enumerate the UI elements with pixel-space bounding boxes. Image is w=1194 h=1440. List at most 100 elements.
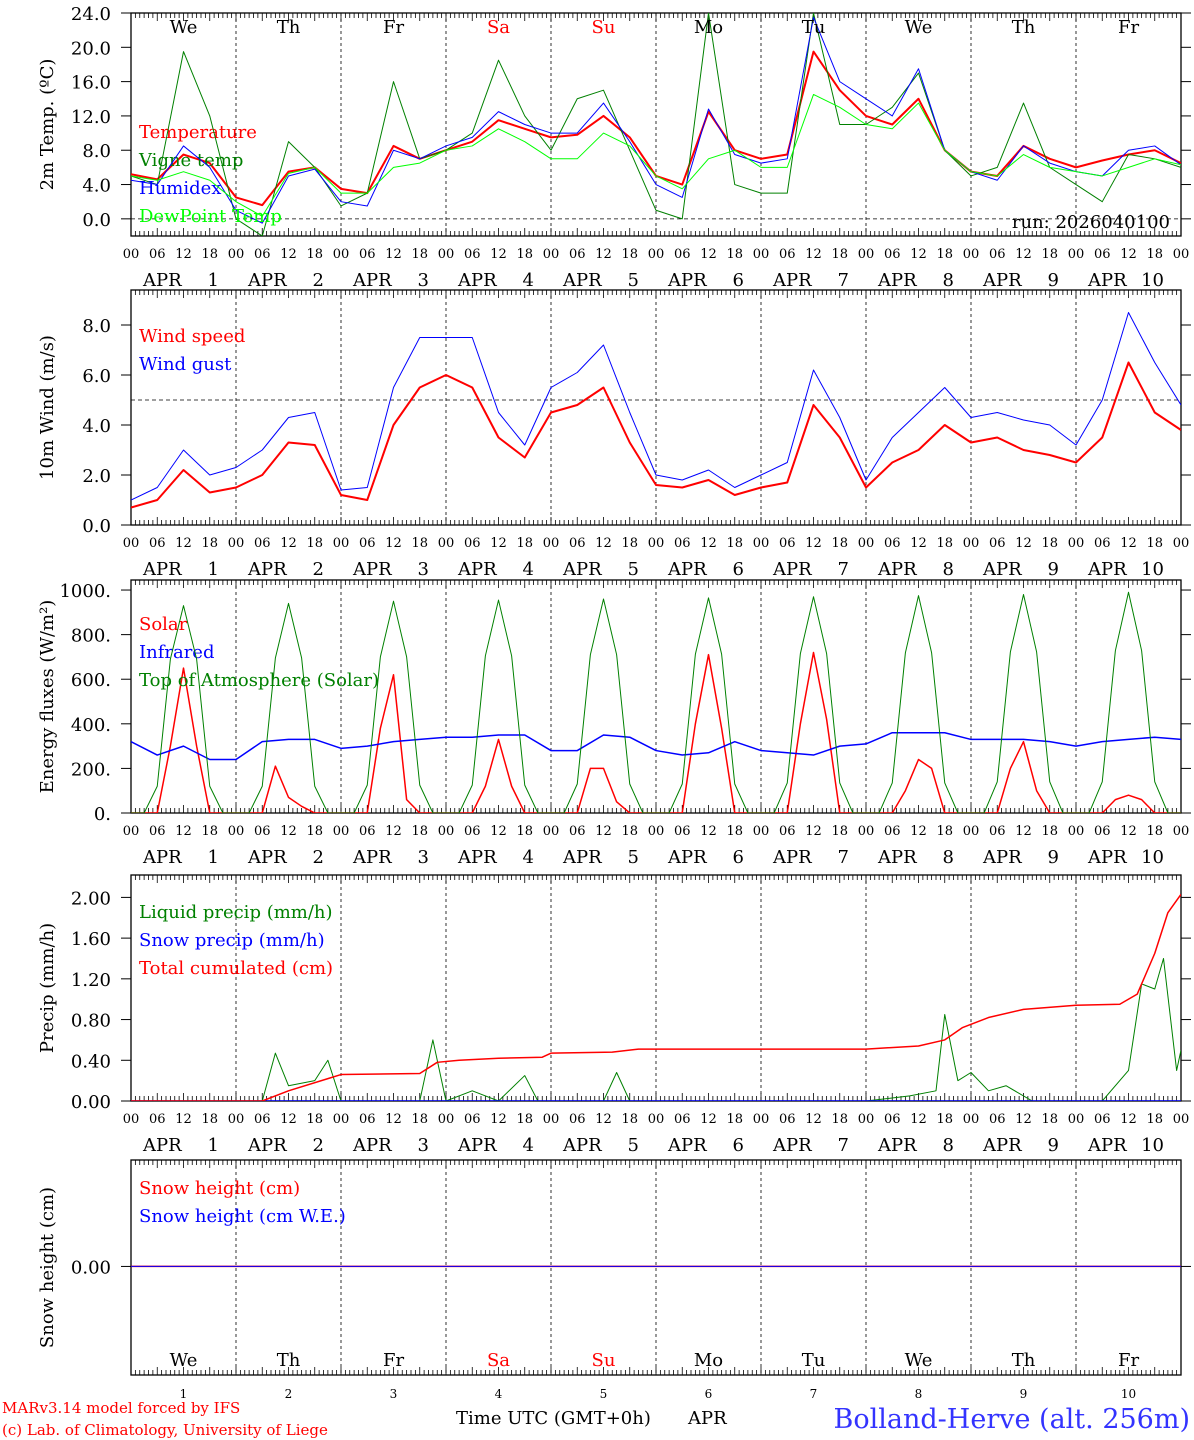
x-hour-label: 06 bbox=[1094, 247, 1111, 262]
x-month-label: APR bbox=[667, 270, 707, 291]
x-month-label: APR bbox=[982, 270, 1022, 291]
series-line-humidex bbox=[131, 16, 1181, 224]
x-hour-label: 12 bbox=[805, 1112, 822, 1127]
x-month-label: APR bbox=[352, 270, 392, 291]
weekday-label: We bbox=[170, 1350, 198, 1371]
x-hour-label: 06 bbox=[359, 247, 376, 262]
x-day-label: 10 bbox=[1141, 847, 1164, 868]
x-day-label: 1 bbox=[208, 847, 219, 868]
y-axis-label: Snow height (cm) bbox=[37, 1187, 58, 1348]
x-hour-label: 00 bbox=[228, 247, 245, 262]
x-hour-label: 12 bbox=[805, 824, 822, 839]
x-hour-label: 18 bbox=[621, 824, 638, 839]
x-hour-label: 00 bbox=[438, 247, 455, 262]
x-hour-label: 00 bbox=[1068, 824, 1085, 839]
x-day-label: 7 bbox=[838, 847, 849, 868]
x-day-label: 3 bbox=[418, 1135, 429, 1156]
x-month-label: APR bbox=[562, 559, 602, 580]
x-hour-label: 18 bbox=[726, 536, 743, 551]
x-month-label: APR bbox=[667, 1135, 707, 1156]
weekday-label: Su bbox=[592, 1350, 616, 1371]
x-day-label: 4 bbox=[523, 270, 534, 291]
x-day-label: 6 bbox=[733, 270, 744, 291]
legend-entry: Humidex bbox=[139, 178, 221, 199]
run-annotation: run: 2026040100 bbox=[1012, 212, 1170, 233]
x-hour-label: 18 bbox=[201, 1112, 218, 1127]
x-hour-label: 00 bbox=[1068, 536, 1085, 551]
x-hour-label: 00 bbox=[333, 824, 350, 839]
x-day-label: 3 bbox=[418, 559, 429, 580]
x-day-label: 6 bbox=[733, 1135, 744, 1156]
x-hour-label: 18 bbox=[516, 247, 533, 262]
x-hour-label: 12 bbox=[280, 1112, 297, 1127]
x-hour-label: 06 bbox=[359, 1112, 376, 1127]
x-hour-label: 12 bbox=[1015, 824, 1032, 839]
x-hour-label: 18 bbox=[621, 536, 638, 551]
x-hour-label: 18 bbox=[1041, 247, 1058, 262]
y-tick-label: 0. bbox=[94, 804, 111, 825]
bottom-day-label: 4 bbox=[495, 1387, 503, 1401]
weekday-label: Th bbox=[277, 17, 301, 38]
series-line-solar bbox=[131, 651, 1181, 813]
x-day-label: 5 bbox=[628, 270, 639, 291]
x-hour-label: 06 bbox=[464, 247, 481, 262]
y-tick-label: 0.80 bbox=[71, 1011, 111, 1032]
x-month-label: APR bbox=[1087, 847, 1127, 868]
x-day-label: 2 bbox=[313, 847, 324, 868]
x-hour-label: 12 bbox=[1120, 247, 1137, 262]
x-day-label: 8 bbox=[943, 1135, 954, 1156]
x-hour-label: 18 bbox=[411, 824, 428, 839]
x-hour-label: 06 bbox=[254, 1112, 271, 1127]
weekday-label: Mo bbox=[694, 17, 723, 38]
x-hour-label: 12 bbox=[385, 824, 402, 839]
x-hour-label: 00 bbox=[648, 536, 665, 551]
y-tick-label: 0.00 bbox=[71, 1092, 111, 1113]
weekday-label: Fr bbox=[1118, 17, 1139, 38]
x-hour-label: 06 bbox=[1094, 824, 1111, 839]
x-hour-label: 12 bbox=[910, 536, 927, 551]
x-hour-label: 12 bbox=[910, 1112, 927, 1127]
x-day-label: 4 bbox=[523, 559, 534, 580]
x-day-label: 5 bbox=[628, 847, 639, 868]
x-hour-label: 06 bbox=[989, 247, 1006, 262]
x-axis-ticks bbox=[130, 875, 1182, 1101]
x-day-label: 2 bbox=[313, 270, 324, 291]
x-hour-label: 06 bbox=[569, 536, 586, 551]
x-hour-label: 06 bbox=[1094, 536, 1111, 551]
x-axis-ticks bbox=[130, 580, 1182, 813]
x-hour-label: 12 bbox=[1120, 824, 1137, 839]
y-tick-label: 0.0 bbox=[82, 210, 111, 231]
y-axis-label: Precip (mm/h) bbox=[37, 923, 58, 1053]
x-day-label: 9 bbox=[1048, 559, 1059, 580]
x-day-label: 2 bbox=[313, 559, 324, 580]
bottom-day-label: 10 bbox=[1121, 1387, 1136, 1401]
x-day-label: 9 bbox=[1048, 270, 1059, 291]
plot-frame bbox=[130, 12, 1182, 237]
y-tick-label: 8.0 bbox=[82, 316, 111, 337]
legend-entry: Infrared bbox=[139, 642, 214, 663]
x-month-label: APR bbox=[352, 559, 392, 580]
x-hour-label: 12 bbox=[175, 247, 192, 262]
x-day-label: 1 bbox=[208, 1135, 219, 1156]
x-hour-label: 18 bbox=[516, 824, 533, 839]
panel-3: 1000. 800. 600. 400. 200. 0. Energy fluxes (W/… bbox=[37, 579, 1191, 868]
x-hour-label: 06 bbox=[254, 824, 271, 839]
x-hour-label: 12 bbox=[280, 536, 297, 551]
x-hour-label: 12 bbox=[490, 824, 507, 839]
x-hour-label: 00 bbox=[1173, 824, 1190, 839]
weekday-label: Th bbox=[277, 1350, 301, 1371]
x-month-label: APR bbox=[982, 1135, 1022, 1156]
weekday-label: Th bbox=[1012, 1350, 1036, 1371]
y-tick-label: 600. bbox=[71, 670, 111, 691]
x-hour-label: 12 bbox=[700, 1112, 717, 1127]
x-month-label: APR bbox=[982, 559, 1022, 580]
x-hour-label: 12 bbox=[490, 247, 507, 262]
x-day-label: 8 bbox=[943, 270, 954, 291]
x-hour-label: 00 bbox=[1173, 247, 1190, 262]
x-hour-label: 00 bbox=[333, 1112, 350, 1127]
x-hour-label: 06 bbox=[674, 824, 691, 839]
x-hour-label: 00 bbox=[1068, 1112, 1085, 1127]
x-hour-label: 00 bbox=[228, 1112, 245, 1127]
y-tick-label: 1.20 bbox=[71, 970, 111, 991]
weekday-label: Tu bbox=[802, 1350, 826, 1371]
